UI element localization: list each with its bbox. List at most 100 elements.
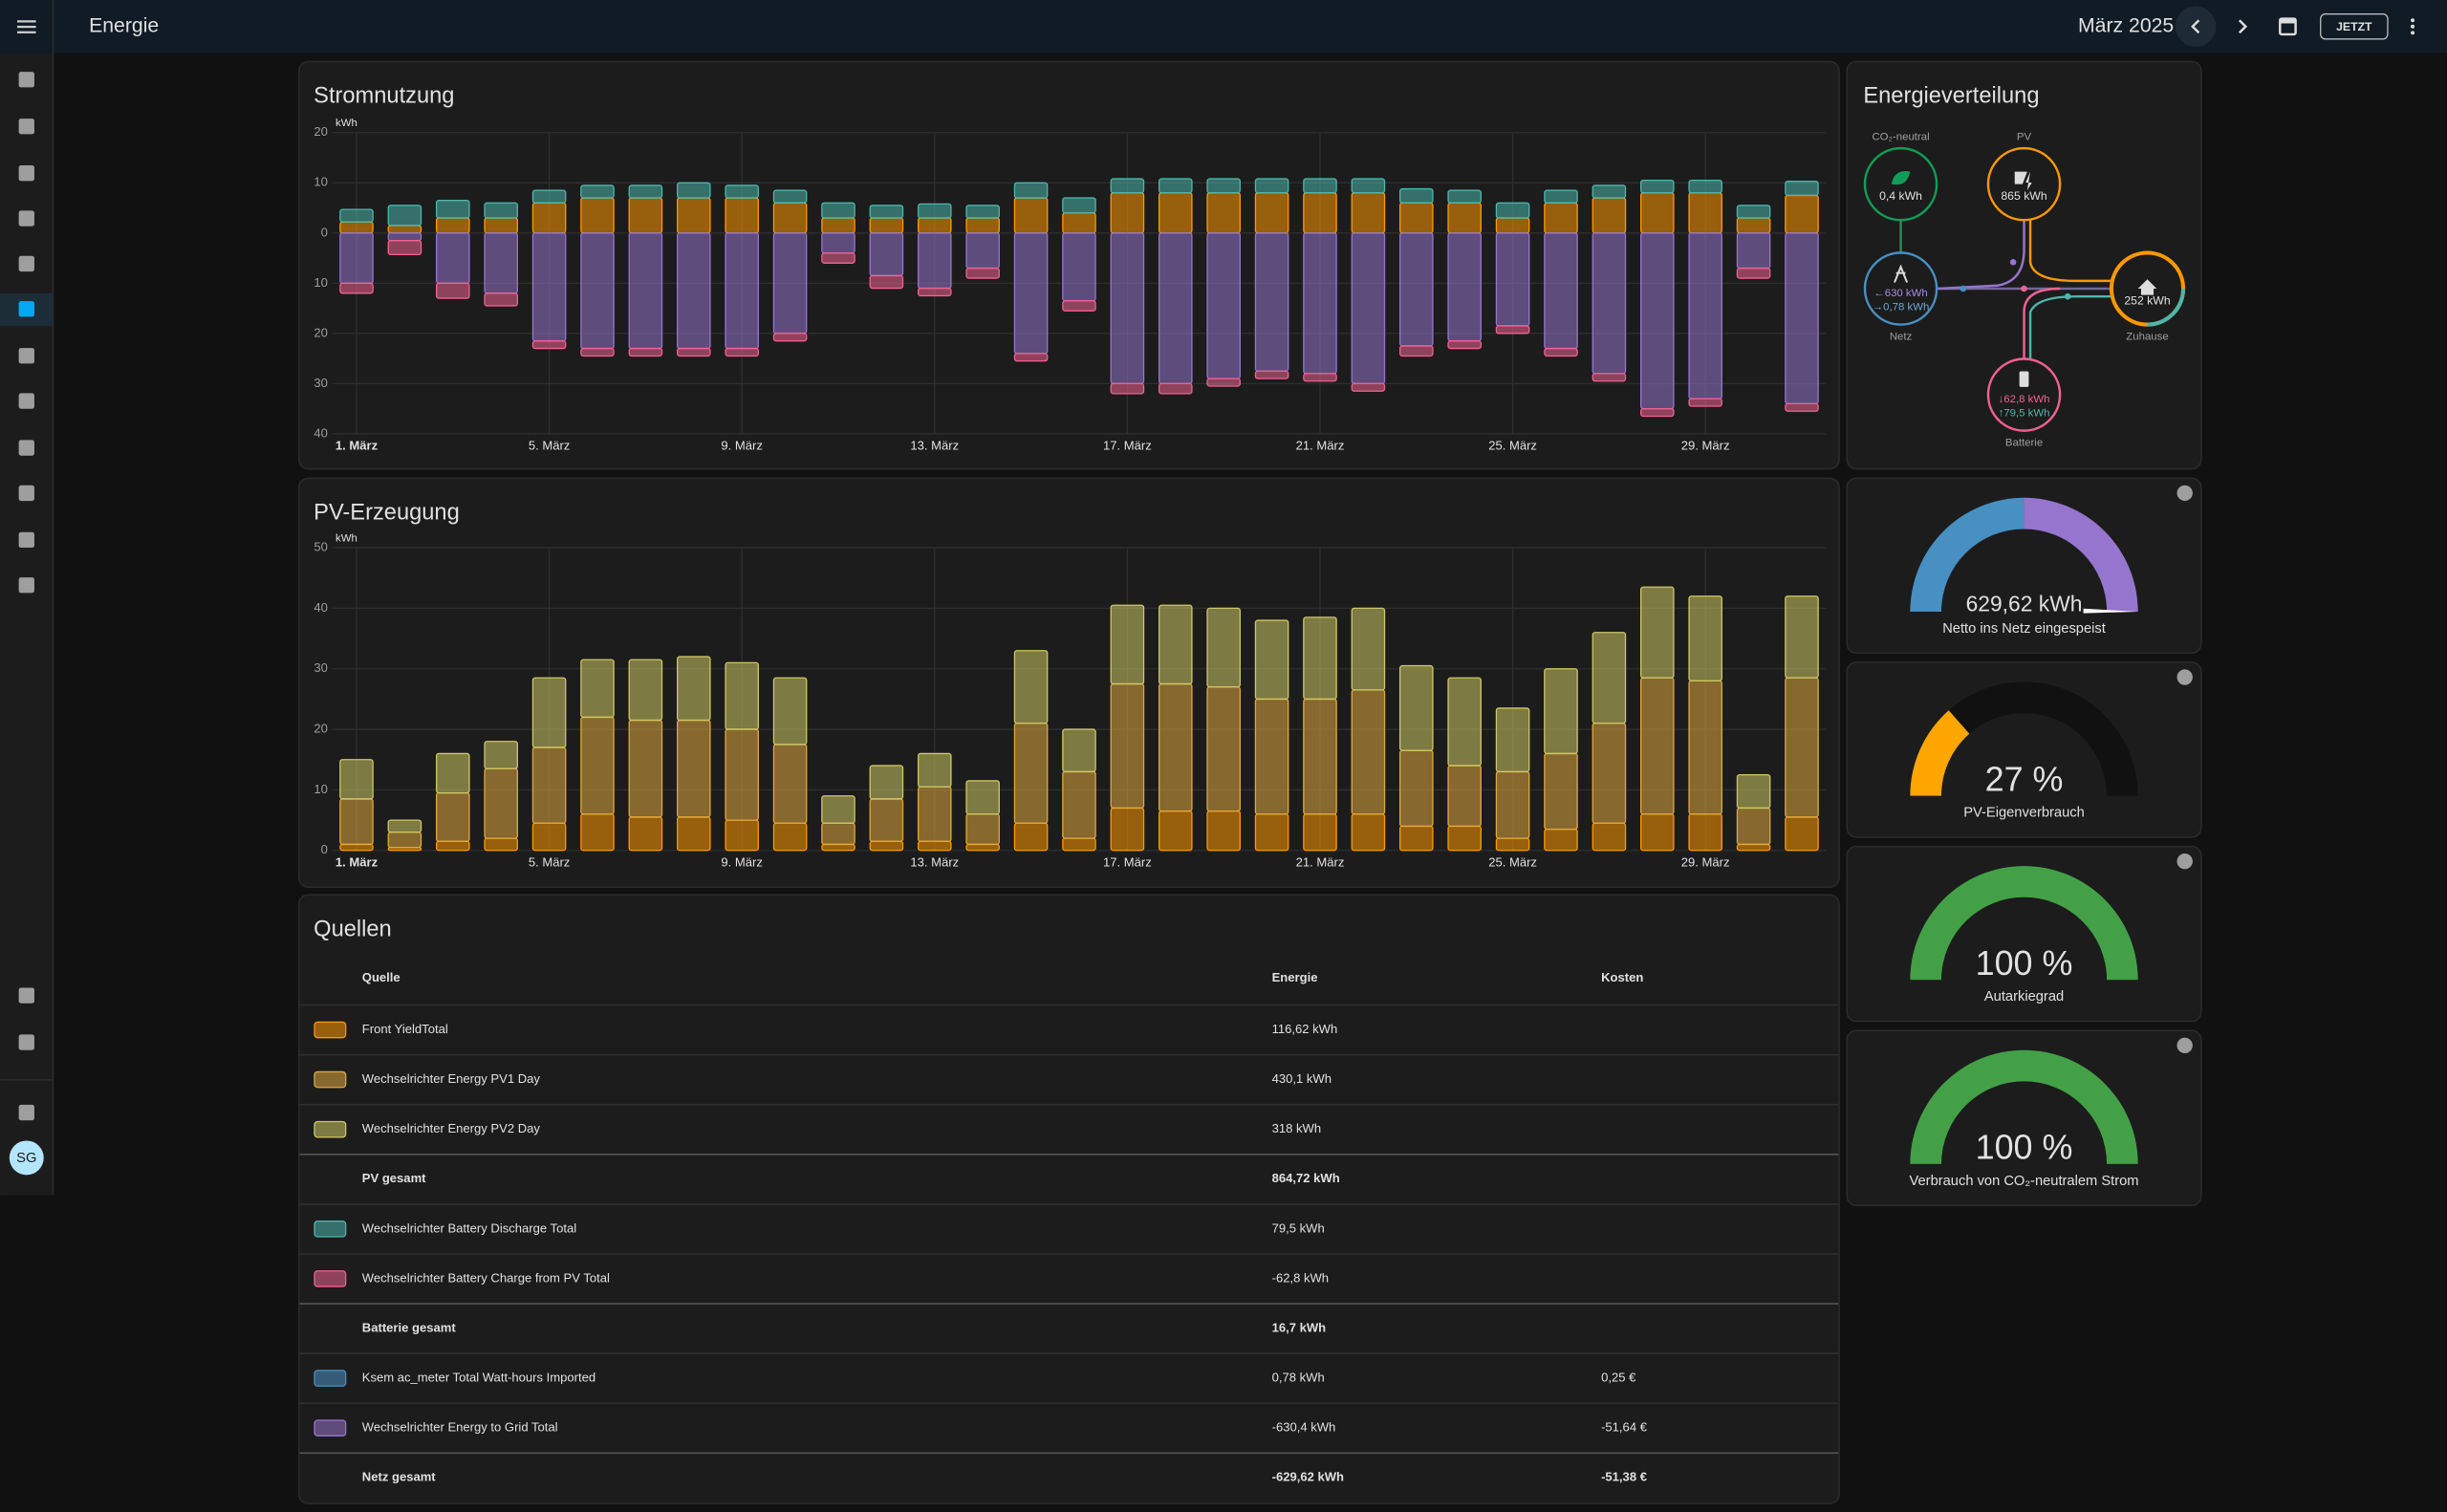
next-button[interactable] xyxy=(2238,19,2248,34)
grid-node[interactable] xyxy=(1863,251,1938,326)
info-button[interactable] xyxy=(2176,1037,2193,1054)
gauge-arc-export xyxy=(2024,497,2138,612)
node-label: CO₂-neutral xyxy=(1872,132,1929,143)
bar-segment xyxy=(1206,178,1241,194)
bar-segment xyxy=(1351,813,1386,852)
source-cost: 0,25 € xyxy=(1601,1371,1636,1385)
sidebar-item[interactable] xyxy=(18,1034,34,1050)
bar-segment xyxy=(1447,765,1482,828)
bar-segment xyxy=(1736,232,1771,270)
y-tick-label: 0 xyxy=(321,842,328,856)
avatar[interactable] xyxy=(9,1140,44,1176)
sidebar-item[interactable] xyxy=(18,531,34,549)
node-value: →0,78 kWh xyxy=(1873,302,1930,313)
bar-segment xyxy=(435,840,470,852)
sidebar-item[interactable] xyxy=(18,440,34,456)
bar-segment xyxy=(1303,373,1337,382)
sidebar-item[interactable] xyxy=(18,72,34,88)
bar-segment xyxy=(821,822,855,846)
y-tick-label: 0 xyxy=(321,225,328,239)
source-energy: -62,8 kWh xyxy=(1272,1270,1329,1285)
bar-segment xyxy=(484,202,518,219)
bar-segment xyxy=(1013,232,1049,355)
node-value: ↑79,5 kWh xyxy=(1999,408,2050,420)
bar-segment xyxy=(1254,178,1289,194)
pv-node[interactable] xyxy=(1986,146,2062,222)
x-tick-label: 29. März xyxy=(1681,854,1730,869)
bar-segment xyxy=(1544,828,1578,852)
gauge-arc xyxy=(1910,1049,2138,1164)
bar-segment xyxy=(1254,698,1289,815)
sidebar-item[interactable] xyxy=(18,210,34,227)
sidebar-item[interactable] xyxy=(18,1104,34,1121)
bar-segment xyxy=(1110,382,1145,395)
bar-segment xyxy=(917,203,952,219)
sidebar-item[interactable] xyxy=(18,577,34,594)
bar-segment xyxy=(1495,202,1530,219)
bar-segment xyxy=(1447,189,1482,204)
bar-segment xyxy=(1110,192,1145,234)
bar-segment xyxy=(1062,300,1096,312)
info-button[interactable] xyxy=(2176,669,2193,685)
gauge-arc xyxy=(1910,866,2138,981)
bar-segment xyxy=(1398,202,1434,234)
info-button[interactable] xyxy=(2176,485,2193,502)
now-button[interactable] xyxy=(2320,13,2389,40)
menu-button[interactable] xyxy=(16,20,36,33)
bar-segment xyxy=(1062,728,1096,773)
bar-segment xyxy=(772,677,808,745)
bar-segment xyxy=(1303,192,1337,234)
sidebar-item[interactable] xyxy=(18,301,34,317)
bar-segment xyxy=(580,813,615,852)
bar-segment xyxy=(772,744,808,824)
bar-segment xyxy=(1495,770,1530,839)
bar-segment xyxy=(1062,232,1096,302)
overflow-menu[interactable] xyxy=(2411,18,2415,35)
x-tick-label: 1. März xyxy=(336,854,379,869)
source-cost: -51,38 € xyxy=(1601,1470,1648,1484)
sidebar-item[interactable] xyxy=(18,393,34,409)
bar-segment xyxy=(1158,178,1193,194)
bar-segment xyxy=(1688,813,1722,852)
bar-segment xyxy=(1736,807,1771,846)
sidebar-item[interactable] xyxy=(18,348,34,364)
prev-button[interactable] xyxy=(2175,6,2217,47)
bar-segment xyxy=(1351,178,1386,194)
source-name: Ksem ac_meter Total Watt-hours Imported xyxy=(362,1371,596,1385)
x-tick-label: 13. März xyxy=(910,438,959,452)
bar-segment xyxy=(869,840,904,852)
chart-title: Stromnutzung xyxy=(314,83,454,108)
bar-segment xyxy=(628,232,663,350)
sidebar-item[interactable] xyxy=(18,987,34,1004)
gauge-name: Netto ins Netz eingespeist xyxy=(1942,621,2106,637)
home-icon xyxy=(2137,279,2157,295)
bar-segment xyxy=(1736,773,1771,810)
y-tick-label: 50 xyxy=(314,539,328,553)
bar-segment xyxy=(676,719,711,818)
sidebar-item[interactable] xyxy=(18,119,34,135)
bar-segment xyxy=(387,225,422,234)
prev-icon xyxy=(2191,19,2200,34)
battery-node[interactable] xyxy=(1986,357,2062,432)
bar-segment xyxy=(1158,682,1193,812)
sidebar-item[interactable] xyxy=(18,255,34,272)
bar-segment xyxy=(725,347,759,357)
bar-segment xyxy=(1447,825,1482,852)
bar-segment xyxy=(1688,192,1722,234)
x-tick-label: 5. März xyxy=(529,438,571,452)
source-swatch xyxy=(314,1070,347,1089)
bar-segment xyxy=(1688,398,1722,407)
bar-segment xyxy=(1254,619,1289,701)
bar-segment xyxy=(1351,607,1386,691)
co2-node[interactable] xyxy=(1863,146,1938,222)
sidebar-item[interactable] xyxy=(18,165,34,182)
calendar-button[interactable] xyxy=(2279,17,2297,36)
info-button[interactable] xyxy=(2176,853,2193,870)
sidebar-item[interactable] xyxy=(18,485,34,502)
bar-segment xyxy=(339,759,374,800)
bar-segment xyxy=(725,819,759,852)
bar-segment xyxy=(1495,232,1530,327)
bar-segment xyxy=(1639,232,1675,410)
